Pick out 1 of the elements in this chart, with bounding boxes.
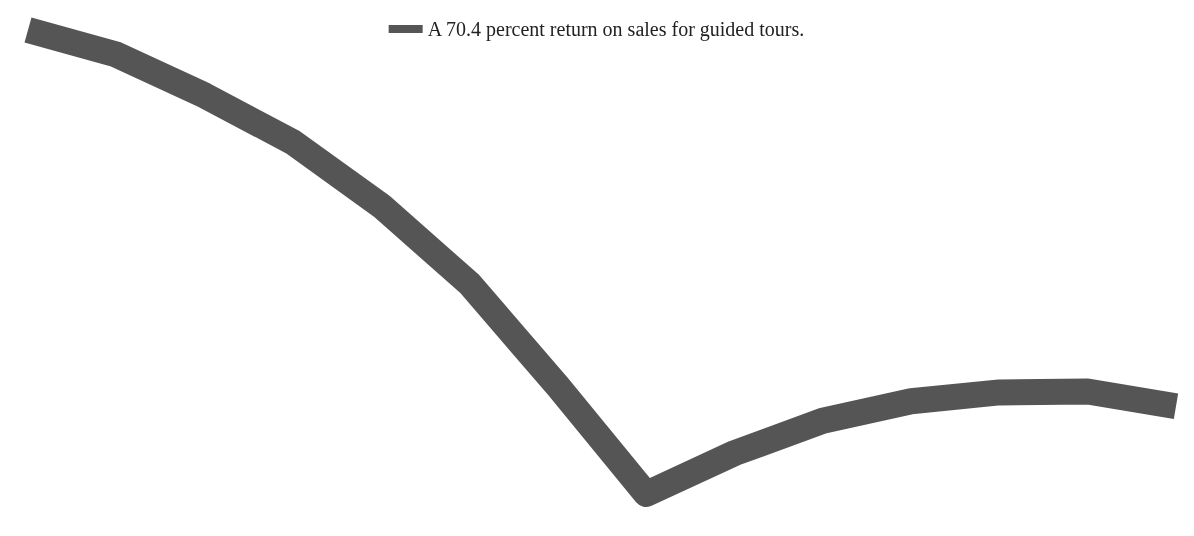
legend-label: A 70.4 percent return on sales for guided tours. [427, 18, 805, 41]
